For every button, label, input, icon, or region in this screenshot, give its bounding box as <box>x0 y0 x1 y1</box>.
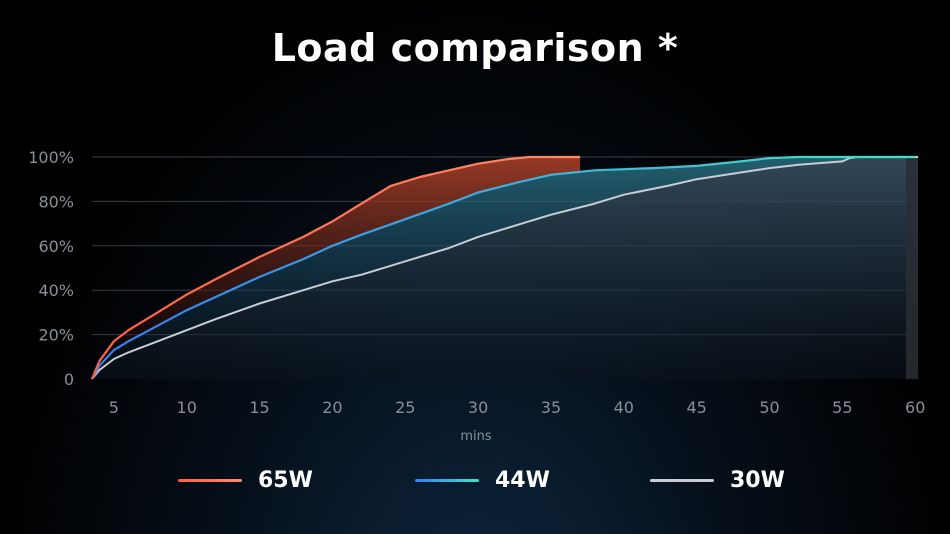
x-tick-label: 30 <box>468 398 488 417</box>
x-tick-label: 55 <box>832 398 852 417</box>
legend-label-65w: 65W <box>258 468 313 493</box>
y-tick-label: 0 <box>64 370 74 389</box>
line-30w <box>91 156 918 380</box>
y-tick-label: 40% <box>38 281 74 300</box>
x-tick-label: 50 <box>759 398 779 417</box>
legend-label-30w: 30W <box>730 468 785 493</box>
legend-label-44w: 44W <box>495 468 550 493</box>
x-tick-label: 40 <box>614 398 634 417</box>
y-tick-label: 20% <box>38 326 74 345</box>
x-tick-label: 35 <box>541 398 561 417</box>
area-end-cap <box>906 157 918 379</box>
x-tick-label: 5 <box>109 398 119 417</box>
x-tick-label: 20 <box>322 398 342 417</box>
x-tick-label: 60 <box>905 398 925 417</box>
x-tick-label: 15 <box>249 398 269 417</box>
x-tick-label: 25 <box>395 398 415 417</box>
area-30w <box>92 157 918 379</box>
y-tick-label: 80% <box>38 192 74 211</box>
line-44w <box>91 155 916 380</box>
line-65w <box>90 155 581 380</box>
legend-swatch-30w <box>650 479 714 482</box>
x-tick-label: 45 <box>686 398 706 417</box>
legend-swatch-44w <box>415 479 479 482</box>
x-tick-label: 10 <box>177 398 197 417</box>
x-axis-label: mins <box>460 429 492 444</box>
y-tick-label: 60% <box>38 237 74 256</box>
chart-title: Load comparison * <box>271 26 679 70</box>
area-44w <box>92 157 916 379</box>
legend-swatch-65w <box>178 479 242 482</box>
y-tick-label: 100% <box>28 148 74 167</box>
legend: 65W 44W 30W <box>0 466 950 496</box>
